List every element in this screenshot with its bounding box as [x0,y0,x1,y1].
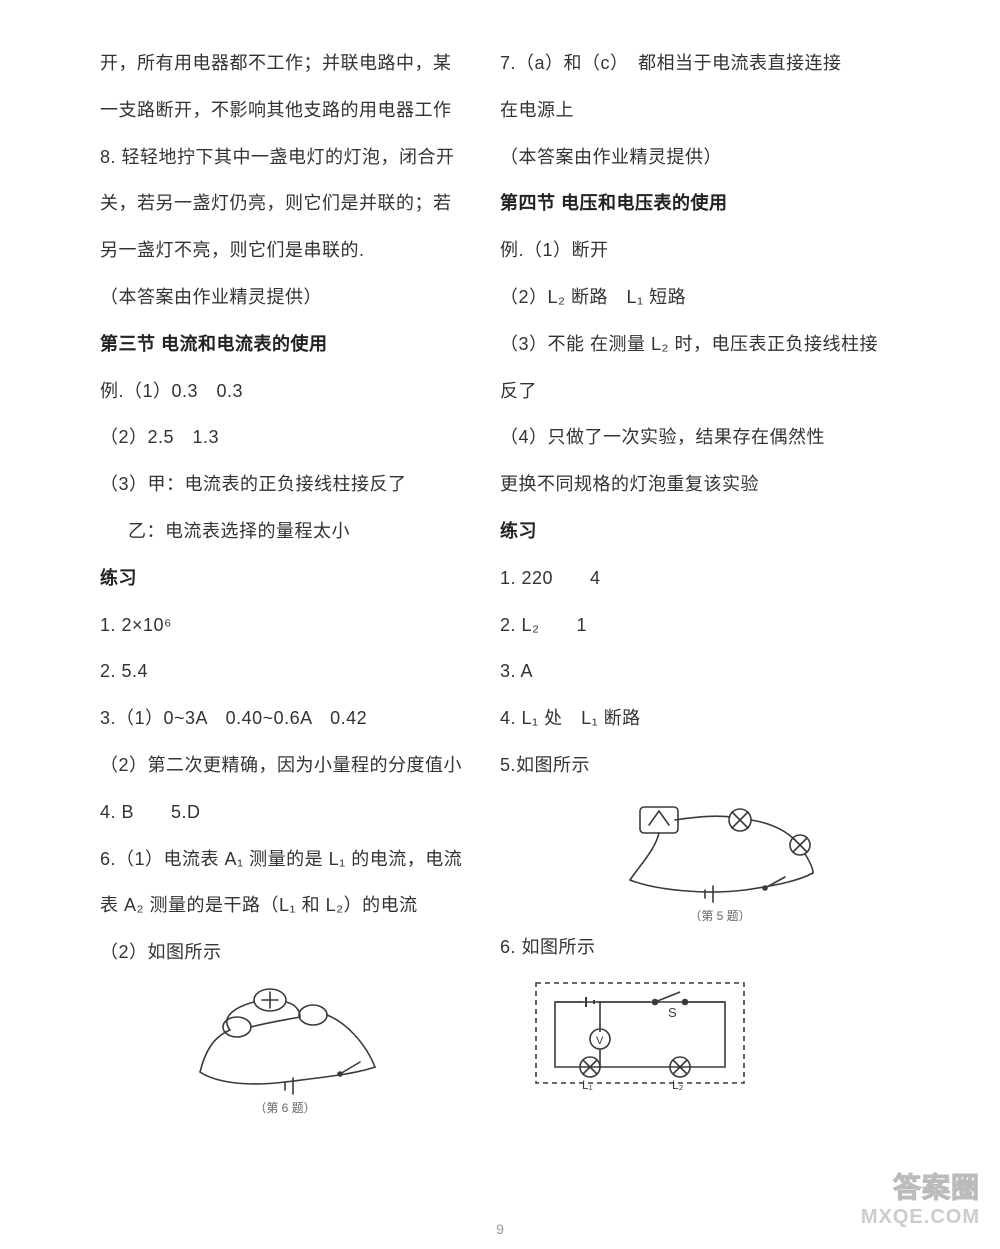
figure-right-6: S V L₁ L₂ [530,977,940,1092]
example-line: 反了 [500,368,940,415]
lamp2-label: L₂ [672,1078,684,1092]
text-line: 开，所有用电器都不工作；并联电路中，某 [100,40,470,87]
example-line: 乙：电流表选择的量程太小 [100,508,470,555]
answer-line: 3.（1）0~3A 0.40~0.6A 0.42 [100,695,470,742]
text-line: 8. 轻轻地拧下其中一盏电灯的灯泡，闭合开 [100,134,470,181]
answer-line: 4. L₁ 处 L₁ 断路 [500,695,940,742]
answer-line: 2. 5.4 [100,648,470,695]
section-heading: 第三节 电流和电流表的使用 [100,321,470,368]
page-number: 9 [496,1221,504,1237]
exercise-heading: 练习 [500,508,940,555]
text-line: 7.（a）和（c） 都相当于电流表直接连接 [500,40,940,87]
example-line: （3）不能 在测量 L₂ 时，电压表正负接线柱接 [500,321,940,368]
text-line: 一支路断开，不影响其他支路的用电器工作 [100,87,470,134]
example-line: （4）只做了一次实验，结果存在偶然性 [500,414,940,461]
watermark: 答案圈 MXQE.COM [861,1166,980,1229]
answer-line: 6.（1）电流表 A₁ 测量的是 L₁ 的电流，电流 [100,836,470,883]
figure-right-5: （第 5 题） [500,795,940,924]
figure-caption: （第 5 题） [689,907,750,924]
text-line: 关，若另一盏灯仍亮，则它们是并联的；若 [100,180,470,227]
left-column: 开，所有用电器都不工作；并联电路中，某 一支路断开，不影响其他支路的用电器工作 … [0,40,500,1209]
text-line: （本答案由作业精灵提供） [500,134,940,181]
text-line: 另一盏灯不亮，则它们是串联的. [100,227,470,274]
answer-line: 1. 2×10⁶ [100,602,470,649]
watermark-line1: 答案圈 [861,1166,980,1206]
lamp1-label: L₁ [582,1078,593,1092]
switch-label: S [668,1005,677,1020]
svg-text:V: V [596,1035,604,1047]
circuit-diagram-icon: S V L₁ L₂ [530,977,750,1092]
circuit-sketch-icon [615,795,825,905]
example-line: （2）2.5 1.3 [100,414,470,461]
example-line: 例.（1）断开 [500,227,940,274]
answer-line: （2）如图所示 [100,929,470,976]
text-line: （本答案由作业精灵提供） [100,274,470,321]
answer-line: 1. 220 4 [500,555,940,602]
right-column: 7.（a）和（c） 都相当于电流表直接连接 在电源上 （本答案由作业精灵提供） … [500,40,1000,1209]
answer-line: 5.如图所示 [500,742,940,789]
section-heading: 第四节 电压和电压表的使用 [500,180,940,227]
circuit-sketch-icon [175,982,395,1097]
answer-line: 4. B 5.D [100,789,470,836]
example-line: 例.（1）0.3 0.3 [100,368,470,415]
example-line: （3）甲：电流表的正负接线柱接反了 [100,461,470,508]
watermark-line2: MXQE.COM [861,1206,980,1229]
answer-line: 3. A [500,648,940,695]
answer-line: 2. L₂ 1 [500,602,940,649]
figure-caption: （第 6 题） [254,1099,315,1116]
page: 开，所有用电器都不工作；并联电路中，某 一支路断开，不影响其他支路的用电器工作 … [0,40,1000,1209]
example-line: （2）L₂ 断路 L₁ 短路 [500,274,940,321]
answer-line: （2）第二次更精确，因为小量程的分度值小 [100,742,470,789]
answer-line: 表 A₂ 测量的是干路（L₁ 和 L₂）的电流 [100,882,470,929]
figure-left-6: （第 6 题） [100,982,470,1116]
example-line: 更换不同规格的灯泡重复该实验 [500,461,940,508]
exercise-heading: 练习 [100,555,470,602]
text-line: 在电源上 [500,87,940,134]
answer-line: 6. 如图所示 [500,924,940,971]
